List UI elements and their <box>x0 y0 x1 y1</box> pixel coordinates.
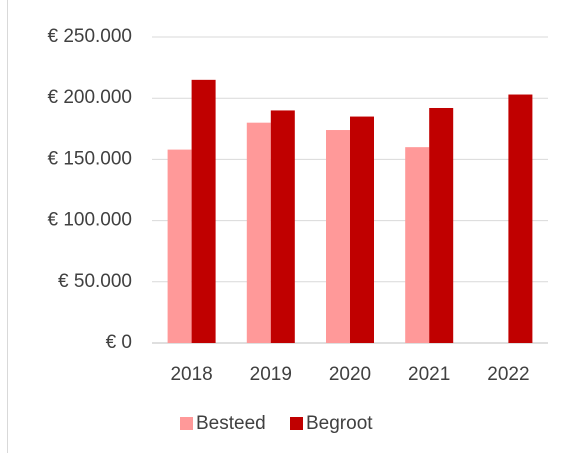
bar <box>429 108 453 343</box>
legend-label: Besteed <box>196 413 266 434</box>
y-tick-label: € 50.000 <box>58 271 132 292</box>
legend-swatch <box>180 417 193 430</box>
y-tick-label: € 150.000 <box>47 148 132 169</box>
bar <box>247 123 271 343</box>
bar <box>192 80 216 343</box>
y-tick-label: € 250.000 <box>47 26 132 47</box>
y-tick-label: € 100.000 <box>47 210 132 231</box>
x-tick-label: 2020 <box>329 364 371 385</box>
x-tick-label: 2019 <box>250 364 292 385</box>
y-tick-label: € 200.000 <box>47 87 132 108</box>
bar <box>405 147 429 343</box>
bar <box>350 117 374 343</box>
bar <box>168 150 192 343</box>
x-tick-label: 2018 <box>170 364 212 385</box>
bar <box>271 110 295 343</box>
y-tick-label: € 0 <box>106 332 132 353</box>
x-tick-label: 2021 <box>408 364 450 385</box>
x-tick-label: 2022 <box>487 364 529 385</box>
bar <box>326 130 350 343</box>
bar <box>508 95 532 343</box>
legend-swatch <box>290 417 303 430</box>
legend-label: Begroot <box>306 413 373 434</box>
